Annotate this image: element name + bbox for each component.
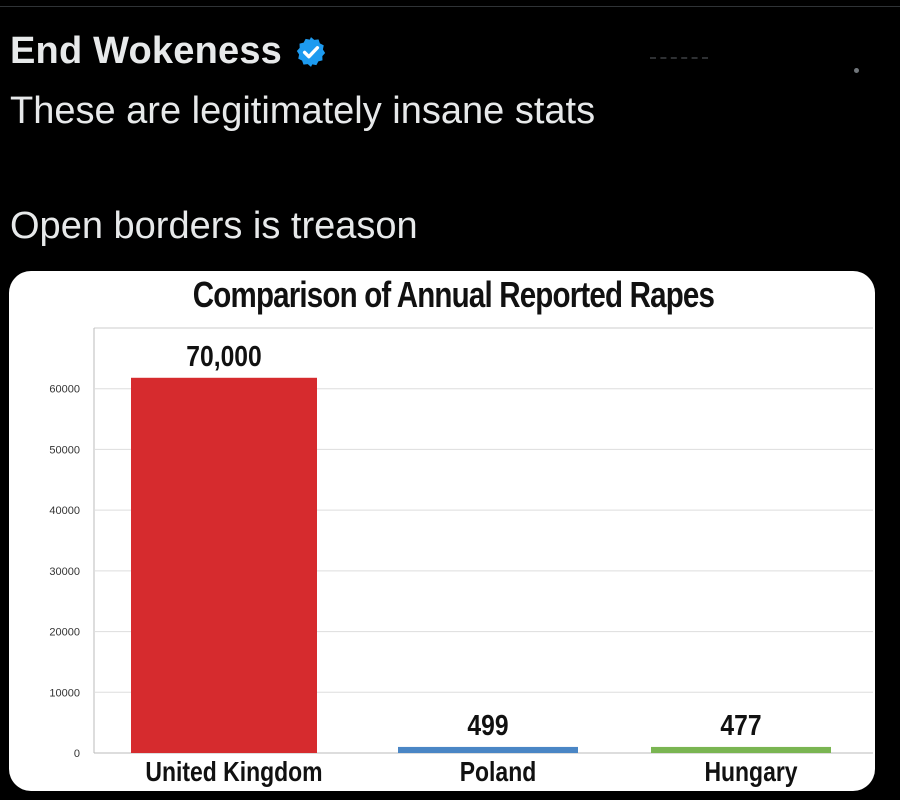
y-tick-label: 0 (74, 748, 80, 760)
bar-poland (398, 746, 578, 753)
y-tick-label: 40000 (49, 505, 80, 517)
category-label: Hungary (704, 757, 798, 788)
top-divider (0, 6, 900, 7)
y-tick-label: 50000 (49, 444, 80, 456)
verified-badge-icon (296, 36, 326, 67)
category-label: United Kingdom (145, 757, 322, 788)
data-label: 499 (467, 709, 508, 741)
post-media-image[interactable]: Comparison of Annual Reported Rapes 0 100… (9, 271, 875, 791)
category-label: Poland (460, 757, 537, 788)
y-tick-label: 10000 (49, 687, 80, 699)
faded-handle-text (650, 57, 708, 67)
post-text-line-1: These are legitimately insane stats (10, 90, 596, 132)
bar-united-kingdom (131, 377, 317, 753)
chart-title: Comparison of Annual Reported Rapes (192, 274, 715, 315)
bar-chart: 0 10000 20000 30000 40000 50000 60000 70,000 Uni… (49, 327, 873, 788)
author-name[interactable]: End Wokeness (10, 30, 282, 72)
data-label: 70,000 (186, 340, 261, 372)
more-options-icon[interactable] (846, 60, 866, 80)
y-tick-label: 20000 (49, 627, 80, 639)
data-label: 477 (720, 709, 761, 741)
y-tick-label: 30000 (49, 566, 80, 578)
y-tick-label: 60000 (49, 384, 80, 396)
post-header: End Wokeness (10, 30, 328, 73)
bar-hungary (651, 746, 831, 753)
post-text-line-2: Open borders is treason (10, 205, 418, 247)
